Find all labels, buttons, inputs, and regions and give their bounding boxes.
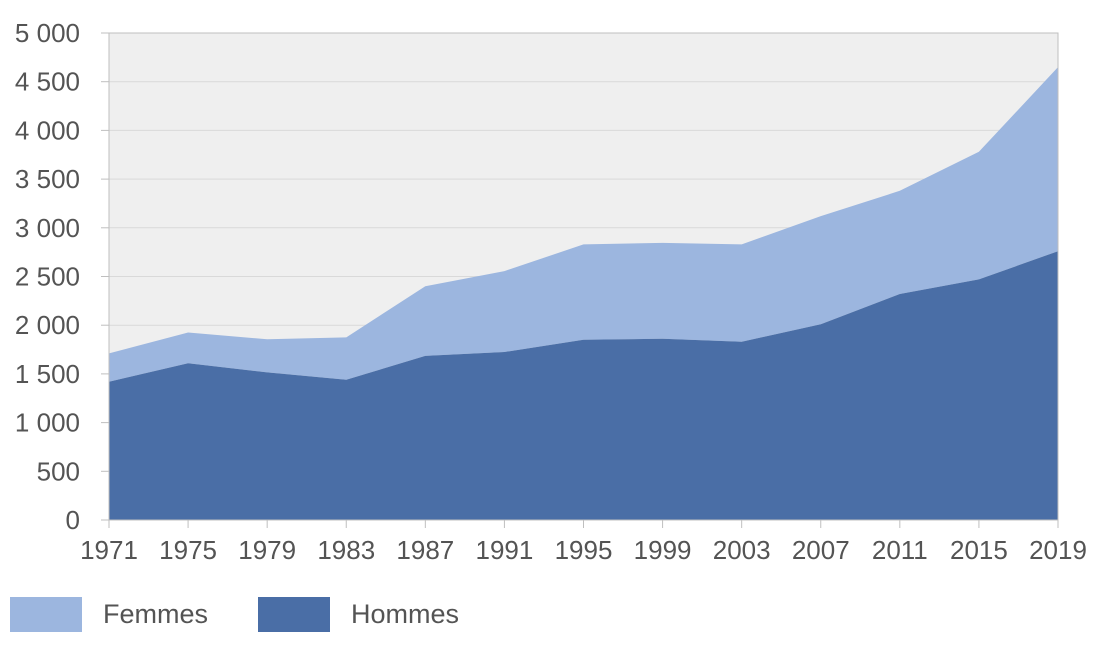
x-axis-tick-label: 1995 [555, 535, 613, 565]
y-axis-tick-label: 3 000 [15, 213, 80, 243]
x-axis-tick-label: 1979 [238, 535, 296, 565]
x-axis-tick-label: 2003 [713, 535, 771, 565]
hommes-color-swatch [258, 597, 330, 632]
y-axis-tick-label: 2 500 [15, 262, 80, 292]
x-axis-tick-label: 1983 [317, 535, 375, 565]
femmes-area [109, 67, 1058, 382]
x-axis-tick-label: 1999 [634, 535, 692, 565]
y-axis-tick-label: 3 500 [15, 164, 80, 194]
y-axis-tick-label: 4 000 [15, 115, 80, 145]
x-axis-tick-label: 2011 [872, 535, 928, 565]
x-axis-tick-label: 2015 [950, 535, 1008, 565]
x-axis-tick-label: 1987 [396, 535, 454, 565]
legend-label-hommes: Hommes [351, 599, 460, 629]
y-axis-tick-label: 2 000 [15, 310, 80, 340]
legend-item-hommes: Hommes [258, 597, 459, 632]
x-axis-tick-label: 1975 [159, 535, 217, 565]
y-axis-tick-label: 1 500 [15, 359, 80, 389]
y-axis-tick-label: 5 000 [15, 18, 80, 48]
stacked-area-chart: 0 500 1 000 1 500 2 000 2 500 3 000 3 500 4 000 4… [15, 18, 1087, 565]
legend-label-femmes: Femmes [103, 599, 209, 629]
legend-item-femmes: Femmes [10, 597, 208, 632]
y-axis-tick-label: 500 [37, 456, 80, 486]
femmes-color-swatch [10, 597, 82, 632]
y-axis-tick-label: 0 [66, 505, 80, 535]
x-axis-tick-label: 2007 [792, 535, 850, 565]
y-axis-tick-label: 4 500 [15, 67, 80, 97]
y-axis-tick-label: 1 000 [15, 408, 80, 438]
x-axis-tick-label: 1971 [80, 535, 138, 565]
chart-legend: Femmes Hommes [0, 597, 1100, 635]
x-axis-tick-label: 1991 [475, 535, 533, 565]
hommes-area [109, 251, 1058, 520]
x-axis-tick-label: 2019 [1029, 535, 1087, 565]
